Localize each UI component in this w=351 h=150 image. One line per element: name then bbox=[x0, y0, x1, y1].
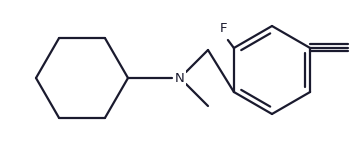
Text: N: N bbox=[175, 72, 185, 84]
Text: F: F bbox=[220, 21, 228, 34]
